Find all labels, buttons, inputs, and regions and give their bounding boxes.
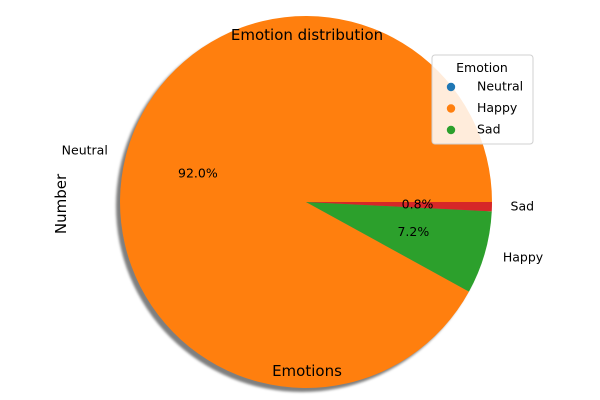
legend-label-sad: Sad	[477, 122, 501, 137]
legend-marker-sad	[446, 125, 456, 135]
legend-frame	[431, 54, 534, 145]
slice-pct-happy: 7.2%	[397, 224, 429, 239]
slice-pct-neutral: 92.0%	[178, 166, 218, 181]
slice-label-happy: Happy	[503, 249, 544, 264]
pie-slice-happy	[306, 202, 492, 292]
slice-label-sad: Sad	[511, 199, 535, 214]
pie-slice-sad	[306, 202, 492, 212]
pie-slices	[120, 15, 492, 388]
pie-labels: Neutral 92.0% Happy 7.2% Sad 0.8%	[62, 143, 544, 265]
y-axis-label: Number	[52, 173, 70, 234]
pie-slice-neutral	[120, 15, 492, 388]
chart-title: Emotion distribution	[231, 26, 383, 44]
legend-marker-neutral	[446, 82, 456, 92]
slice-label-neutral: Neutral	[62, 143, 108, 158]
legend-title: Emotion	[456, 60, 508, 75]
legend-entries: Neutral Happy Sad	[446, 79, 523, 137]
legend: Emotion Neutral Happy Sad	[431, 54, 534, 145]
x-axis-label: Emotions	[272, 362, 342, 380]
legend-label-neutral: Neutral	[477, 79, 523, 94]
legend-marker-happy	[446, 104, 456, 113]
legend-label-happy: Happy	[477, 100, 518, 115]
slice-pct-sad: 0.8%	[402, 196, 434, 211]
